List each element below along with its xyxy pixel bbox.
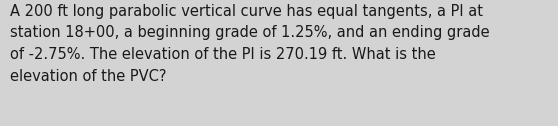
Text: A 200 ft long parabolic vertical curve has equal tangents, a PI at
station 18+00: A 200 ft long parabolic vertical curve h… — [10, 4, 490, 84]
